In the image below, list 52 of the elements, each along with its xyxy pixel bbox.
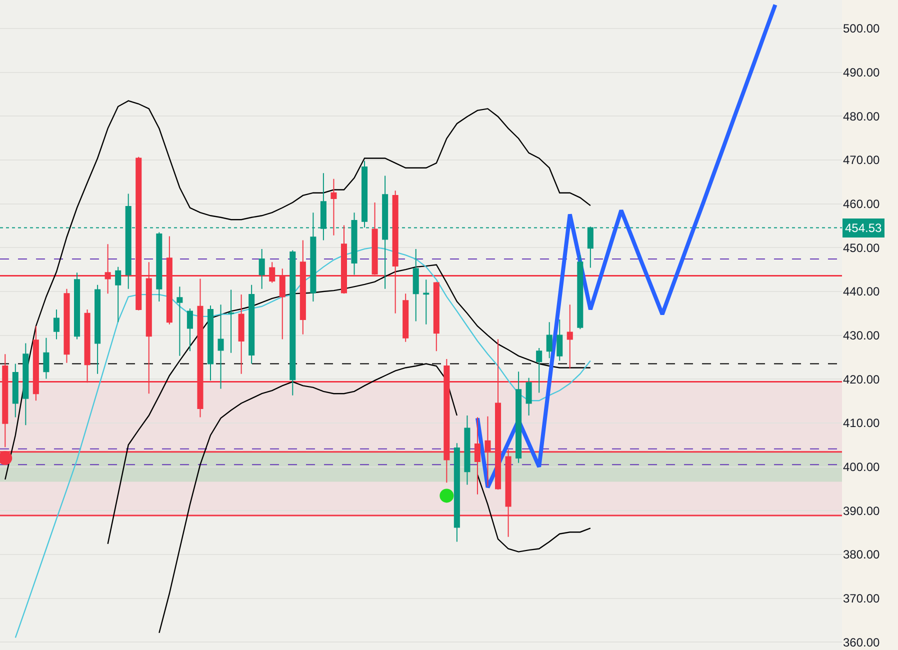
candlestick	[94, 284, 101, 374]
y-tick-label: 500.00	[843, 22, 880, 36]
candlestick	[433, 281, 440, 352]
candlestick	[74, 272, 80, 340]
candlestick	[577, 254, 584, 330]
candlestick	[362, 160, 368, 228]
candlestick	[228, 289, 234, 354]
candlestick	[115, 266, 122, 323]
candlestick	[290, 250, 296, 396]
candlestick	[412, 248, 419, 322]
candlestick	[330, 178, 337, 236]
candlestick	[64, 288, 70, 364]
candlestick	[207, 305, 214, 381]
y-tick-label: 380.00	[843, 548, 880, 562]
y-tick-label: 480.00	[843, 109, 880, 124]
candlestick	[238, 294, 244, 374]
y-tick-label: 390.00	[843, 504, 880, 518]
candlestick	[556, 319, 563, 362]
candlestick	[53, 308, 60, 340]
candlestick	[248, 284, 255, 364]
ref-line-label: 454.53	[845, 221, 882, 235]
y-tick-label: 420.00	[843, 372, 880, 386]
y-tick-label: 450.00	[843, 240, 880, 255]
candlestick	[546, 322, 552, 359]
candlestick	[423, 279, 430, 325]
candlestick	[12, 363, 18, 418]
candlestick	[454, 442, 460, 542]
y-tick-label: 490.00	[843, 66, 880, 80]
y-tick-label: 400.00	[843, 460, 880, 474]
y-tick-label: 360.00	[843, 635, 880, 650]
y-tick-label: 370.00	[843, 591, 880, 606]
candlestick	[566, 304, 573, 370]
candlestick	[22, 342, 29, 426]
candlestick	[156, 232, 162, 302]
candlestick	[536, 348, 542, 394]
y-tick-label: 410.00	[843, 416, 880, 430]
candlestick	[516, 371, 522, 464]
candlestick	[43, 337, 50, 380]
line-series	[4, 100, 592, 480]
y-tick-label: 460.00	[843, 197, 880, 212]
line-series	[14, 246, 592, 638]
candlestick	[464, 415, 470, 486]
candlestick	[186, 308, 193, 352]
line-series	[475, 2, 778, 490]
y-tick-label: 430.00	[843, 328, 880, 342]
candlestick	[526, 377, 532, 416]
y-tick-label: 470.00	[843, 153, 880, 168]
candlestick	[176, 286, 183, 356]
candlestick	[258, 248, 265, 290]
candlestick	[402, 293, 409, 342]
candlestick	[218, 304, 224, 390]
y-tick-label: 440.00	[843, 284, 880, 299]
